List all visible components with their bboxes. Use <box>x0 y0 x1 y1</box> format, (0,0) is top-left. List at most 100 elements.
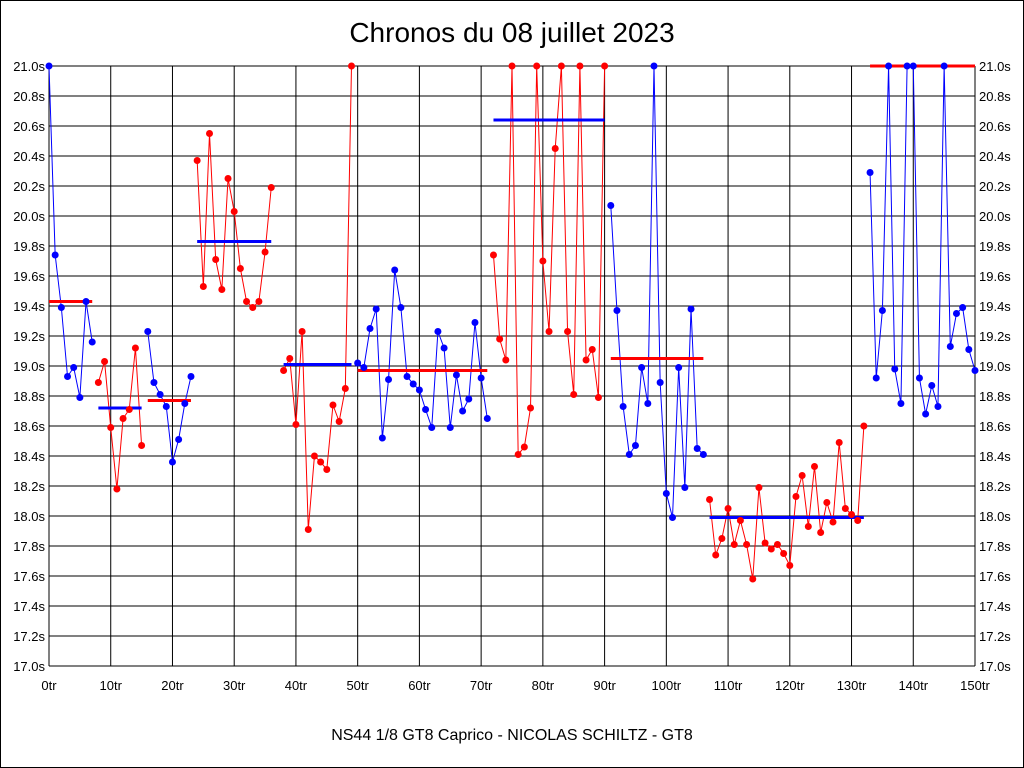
run-4-point <box>206 130 214 137</box>
run-4-point <box>255 298 263 305</box>
run-1-point <box>57 304 65 311</box>
x-tick-label: 70tr <box>470 678 493 693</box>
run-6-point <box>459 407 467 415</box>
y-tick-label-left: 20.2s <box>13 179 45 194</box>
run-9-point <box>810 463 818 470</box>
y-tick-label-right: 17.6s <box>979 569 1011 584</box>
run-2-point <box>101 358 109 365</box>
run-8-point <box>687 305 695 313</box>
run-7-point <box>601 62 609 70</box>
run-9-point <box>835 439 843 446</box>
run-10-point <box>934 403 942 410</box>
y-tick-label-left: 21.0s <box>13 59 45 74</box>
y-tick-label-left: 19.8s <box>13 239 45 254</box>
x-tick-label: 90tr <box>593 678 616 693</box>
run-10-point <box>971 367 979 374</box>
run-9-point <box>817 529 825 536</box>
run-2-point <box>138 442 146 449</box>
y-tick-label-left: 19.4s <box>13 299 45 314</box>
run-1-point <box>64 373 72 380</box>
run-6-point <box>366 325 374 332</box>
run-2-point <box>113 485 121 493</box>
run-8-point <box>675 364 683 371</box>
x-tick-label: 120tr <box>775 678 805 693</box>
run-10-point <box>922 410 930 418</box>
run-9-point <box>712 551 720 559</box>
run-6-point <box>452 371 460 379</box>
run-4-point <box>261 248 269 256</box>
run-9-point <box>755 484 763 491</box>
run-8-point <box>650 62 658 70</box>
run-7-point <box>520 443 528 451</box>
y-tick-label-right: 19.6s <box>979 269 1011 284</box>
x-tick-label: 20tr <box>161 678 184 693</box>
run-4-point <box>267 184 275 191</box>
run-5-point <box>298 328 306 335</box>
run-8-point <box>656 379 664 386</box>
run-6-point <box>415 386 423 394</box>
run-5-point <box>292 421 300 428</box>
y-tick-label-right: 18.0s <box>979 509 1011 524</box>
run-5-point <box>341 385 349 392</box>
run-6-point <box>471 319 479 326</box>
run-9-point <box>860 422 868 430</box>
run-10-point <box>915 374 923 382</box>
run-10-point <box>878 307 886 314</box>
run-9-point <box>780 550 788 557</box>
run-3-point <box>181 400 189 407</box>
y-tick-label-left: 19.6s <box>13 269 45 284</box>
run-7-point <box>582 356 590 364</box>
run-7-point <box>533 62 541 70</box>
x-tick-label: 100tr <box>652 678 682 693</box>
run-10-point <box>885 62 893 70</box>
y-tick-label-left: 18.2s <box>13 479 45 494</box>
x-tick-label: 80tr <box>532 678 555 693</box>
run-9-line <box>709 425 865 580</box>
run-7-point <box>527 404 535 412</box>
run-9-point <box>854 517 862 524</box>
run-9-point <box>848 511 856 518</box>
run-8-point <box>693 445 701 452</box>
run-1-point <box>51 251 59 259</box>
run-10-point <box>903 62 911 70</box>
chart-caption: NS44 1/8 GT8 Caprico - NICOLAS SCHILTZ -… <box>331 727 693 744</box>
x-tick-label: 50tr <box>346 678 369 693</box>
y-tick-label-right: 20.2s <box>979 179 1011 194</box>
x-tick-label: 140tr <box>898 678 928 693</box>
x-tick-label: 130tr <box>837 678 867 693</box>
run-3-point <box>168 458 176 466</box>
x-tick-label: 40tr <box>285 678 308 693</box>
run-7-point <box>588 346 596 353</box>
run-6-point <box>422 406 430 413</box>
run-5-point <box>304 526 312 533</box>
run-9-point <box>804 523 812 530</box>
run-4-point <box>230 208 238 215</box>
run-6-point <box>391 266 399 274</box>
y-tick-label-left: 18.6s <box>13 419 45 434</box>
y-tick-label-left: 20.4s <box>13 149 45 164</box>
run-9-point <box>773 541 781 548</box>
run-7-point <box>496 335 504 343</box>
run-5-point <box>310 452 318 460</box>
run-4-point <box>224 175 232 182</box>
x-tick-label: 30tr <box>223 678 246 693</box>
run-7-point <box>557 62 565 70</box>
run-4-point <box>212 256 220 263</box>
y-tick-label-left: 17.4s <box>13 599 45 614</box>
x-tick-label: 60tr <box>408 678 431 693</box>
run-2-point <box>119 415 127 422</box>
y-tick-label-left: 17.0s <box>13 659 45 674</box>
run-8-point <box>613 307 621 314</box>
run-7-point <box>570 391 578 398</box>
run-6-point <box>360 364 368 371</box>
run-8-point <box>607 202 615 209</box>
run-6-point <box>378 434 386 442</box>
y-tick-label-left: 18.0s <box>13 509 45 524</box>
run-10-point <box>928 382 936 389</box>
y-tick-label-left: 17.6s <box>13 569 45 584</box>
run-9-point <box>829 518 837 526</box>
run-10-point <box>866 169 874 176</box>
run-7-point <box>564 328 572 335</box>
run-5-line <box>283 65 352 530</box>
